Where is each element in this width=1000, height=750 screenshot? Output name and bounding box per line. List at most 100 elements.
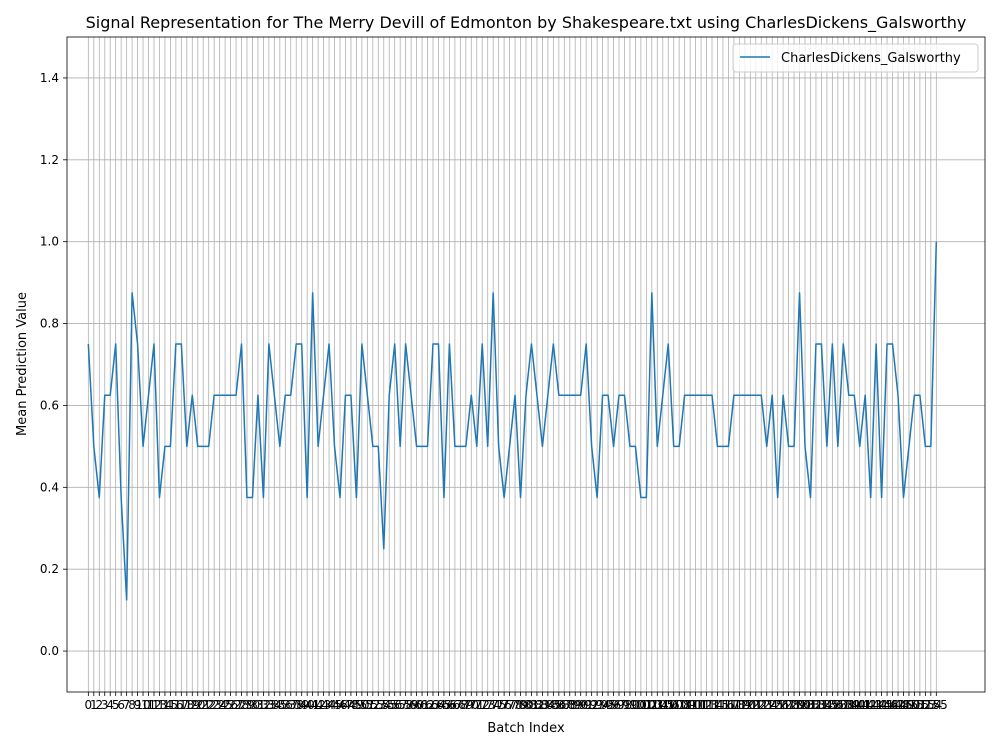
y-tick-label: 0.6 bbox=[40, 398, 59, 412]
x-tick-label: 146 bbox=[876, 698, 899, 712]
x-tick-label: 36 bbox=[278, 698, 293, 712]
x-tick-label: 2 bbox=[95, 698, 103, 712]
x-tick-label: 3 bbox=[101, 698, 109, 712]
x-tick-label: 144 bbox=[865, 698, 888, 712]
y-ticks: 0.0 0.2 0.4 0.6 0.8 1.0 1.2 1.4 bbox=[40, 71, 67, 658]
x-tick-label: 110 bbox=[679, 698, 702, 712]
x-tick-label: 23 bbox=[207, 698, 222, 712]
x-tick-label: 40 bbox=[300, 698, 315, 712]
x-tick-label: 108 bbox=[668, 698, 691, 712]
x-tick-label: 135 bbox=[815, 698, 838, 712]
x-tick-label: 25 bbox=[217, 698, 232, 712]
x-tick-label: 31 bbox=[250, 698, 265, 712]
x-tick-label: 66 bbox=[442, 698, 457, 712]
x-tick-label: 37 bbox=[283, 698, 298, 712]
x-tick-label: 32 bbox=[256, 698, 271, 712]
x-tick-label: 115 bbox=[706, 698, 729, 712]
x-tick-label: 11 bbox=[141, 698, 156, 712]
x-tick-label: 56 bbox=[387, 698, 402, 712]
x-tick-label: 9 bbox=[134, 698, 142, 712]
x-tick-label: 64 bbox=[431, 698, 446, 712]
x-tick-label: 149 bbox=[892, 698, 915, 712]
x-tick-label: 112 bbox=[690, 698, 713, 712]
x-tick-label: 62 bbox=[420, 698, 435, 712]
x-tick-label: 131 bbox=[794, 698, 817, 712]
x-tick-label: 1 bbox=[90, 698, 98, 712]
y-tick-label: 1.4 bbox=[40, 71, 59, 85]
x-axis-label: Batch Index bbox=[487, 721, 565, 736]
x-tick-label: 114 bbox=[701, 698, 724, 712]
x-tick-label: 90 bbox=[573, 698, 588, 712]
x-tick-label: 8 bbox=[128, 698, 136, 712]
x-tick-label: 123 bbox=[750, 698, 773, 712]
x-tick-label: 132 bbox=[799, 698, 822, 712]
x-tick-label: 17 bbox=[174, 698, 189, 712]
y-tick-label: 1.0 bbox=[40, 235, 59, 249]
x-tick-label: 42 bbox=[310, 698, 325, 712]
x-tick-label: 12 bbox=[146, 698, 161, 712]
y-tick-label: 0.8 bbox=[40, 317, 59, 331]
legend-entry: CharlesDickens_Galsworthy bbox=[781, 51, 961, 66]
x-tick-label: 118 bbox=[722, 698, 745, 712]
x-tick-label: 116 bbox=[711, 698, 734, 712]
x-tick-label: 77 bbox=[502, 698, 517, 712]
x-tick-label: 7 bbox=[123, 698, 131, 712]
x-tick-label: 84 bbox=[540, 698, 555, 712]
y-axis-label: Mean Prediction Value bbox=[15, 292, 30, 436]
x-tick-label: 26 bbox=[223, 698, 238, 712]
x-tick-label: 89 bbox=[568, 698, 583, 712]
x-tick-label: 122 bbox=[744, 698, 767, 712]
x-tick-label: 71 bbox=[469, 698, 484, 712]
x-tick-label: 45 bbox=[327, 698, 342, 712]
x-tick-label: 55 bbox=[382, 698, 397, 712]
x-tick-label: 152 bbox=[908, 698, 931, 712]
x-tick-label: 38 bbox=[289, 698, 304, 712]
x-tick-label: 155 bbox=[925, 698, 948, 712]
x-tick-label: 65 bbox=[436, 698, 451, 712]
x-tick-label: 19 bbox=[185, 698, 200, 712]
x-tick-label: 150 bbox=[898, 698, 921, 712]
x-tick-label: 5 bbox=[112, 698, 120, 712]
x-tick-label: 85 bbox=[546, 698, 561, 712]
x-tick-label: 113 bbox=[695, 698, 718, 712]
x-tick-label: 49 bbox=[349, 698, 364, 712]
legend: CharlesDickens_Galsworthy bbox=[732, 43, 979, 73]
x-tick-label: 86 bbox=[551, 698, 566, 712]
series-line-charlesdickens-galsworthy bbox=[87, 241, 938, 601]
y-gridlines bbox=[67, 77, 985, 652]
x-tick-label: 103 bbox=[640, 698, 663, 712]
x-tick-label: 75 bbox=[491, 698, 506, 712]
x-tick-label: 134 bbox=[810, 698, 833, 712]
x-tick-label: 154 bbox=[919, 698, 942, 712]
x-tick-label: 14 bbox=[157, 698, 172, 712]
x-tick-label: 141 bbox=[848, 698, 871, 712]
x-tick-label: 69 bbox=[458, 698, 473, 712]
x-tick-label: 21 bbox=[196, 698, 211, 712]
x-tick-label: 33 bbox=[261, 698, 276, 712]
x-tick-label: 30 bbox=[245, 698, 260, 712]
x-tick-label: 10 bbox=[135, 698, 150, 712]
x-tick-label: 109 bbox=[673, 698, 696, 712]
x-tick-label: 137 bbox=[826, 698, 849, 712]
x-tick-label: 76 bbox=[496, 698, 511, 712]
x-tick-label: 53 bbox=[371, 698, 386, 712]
x-tick-label: 125 bbox=[761, 698, 784, 712]
x-tick-label: 70 bbox=[464, 698, 479, 712]
x-tick-label: 47 bbox=[338, 698, 353, 712]
x-tick-label: 57 bbox=[393, 698, 408, 712]
x-tick-label: 121 bbox=[739, 698, 762, 712]
x-tick-label: 92 bbox=[584, 698, 599, 712]
x-tick-label: 59 bbox=[403, 698, 418, 712]
x-tick-label: 74 bbox=[486, 698, 501, 712]
series-layer bbox=[87, 241, 938, 601]
x-tick-label: 46 bbox=[332, 698, 347, 712]
x-tick-label: 39 bbox=[294, 698, 309, 712]
x-tick-label: 87 bbox=[557, 698, 572, 712]
x-tick-label: 117 bbox=[717, 698, 740, 712]
x-tick-label: 130 bbox=[788, 698, 811, 712]
x-tick-label: 28 bbox=[234, 698, 249, 712]
x-tick-label: 128 bbox=[777, 698, 800, 712]
x-tick-label: 136 bbox=[821, 698, 844, 712]
x-tick-label: 124 bbox=[755, 698, 778, 712]
